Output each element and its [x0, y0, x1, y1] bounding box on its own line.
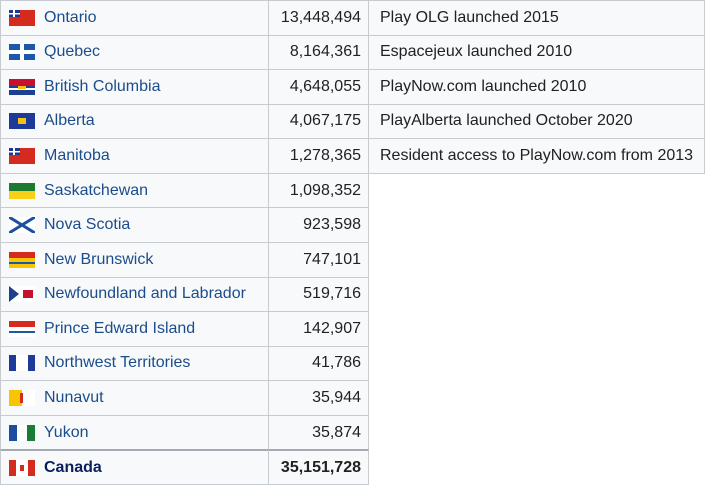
population-cell: 35,874 — [268, 414, 369, 451]
region-name: Quebec — [44, 43, 101, 61]
flag — [9, 78, 35, 95]
flag-part — [9, 217, 35, 234]
region-name: Northwest Territories — [44, 354, 191, 372]
flag-part — [9, 190, 35, 199]
flag-part — [9, 12, 20, 15]
region-cell: New Brunswick — [0, 242, 269, 278]
flag-part — [18, 118, 26, 125]
note-cell: Resident access to PlayNow.com from 2013 — [368, 138, 705, 174]
flag-part — [18, 85, 26, 89]
flag — [9, 113, 35, 130]
region-cell: Northwest Territories — [0, 345, 269, 382]
region-name: Alberta — [44, 112, 95, 130]
country-name: Canada — [44, 458, 102, 476]
region-name: British Columbia — [44, 77, 161, 95]
flag — [9, 9, 35, 26]
region-name: Yukon — [44, 423, 89, 441]
flag — [9, 182, 35, 199]
flag — [9, 424, 35, 441]
region-cell: Nova Scotia — [0, 207, 269, 243]
region-cell: Quebec — [0, 34, 269, 71]
note-cell: Play OLG launched 2015 — [368, 0, 705, 36]
region-name: Saskatchewan — [44, 181, 149, 199]
flag-part — [20, 464, 24, 471]
flag-part — [9, 78, 35, 86]
flag — [9, 217, 35, 234]
region-cell: Nunavut — [0, 380, 269, 416]
population-cell: 13,448,494 — [268, 0, 369, 36]
flag-part — [9, 261, 35, 264]
region-cell: Yukon — [0, 414, 269, 451]
flag-part — [9, 424, 17, 441]
region-cell: Prince Edward Island — [0, 311, 269, 347]
region-name: Nova Scotia — [44, 216, 131, 234]
note-cell: Espacejeux launched 2010 — [368, 34, 705, 71]
population-cell: 1,278,365 — [268, 138, 369, 174]
flag-part — [22, 390, 35, 407]
population-cell: 4,648,055 — [268, 69, 369, 105]
population-cell: 4,067,175 — [268, 103, 369, 140]
flag — [9, 320, 35, 337]
region-name: Prince Edward Island — [44, 319, 196, 337]
flag — [9, 355, 35, 372]
region-cell: Manitoba — [0, 138, 269, 174]
population-cell: 519,716 — [268, 276, 369, 313]
flag-part — [9, 355, 16, 372]
population-cell: 35,944 — [268, 380, 369, 416]
region-cell: Canada — [0, 449, 269, 485]
flag — [9, 251, 35, 268]
flag-part — [9, 330, 35, 333]
flag-part — [9, 286, 19, 303]
flag — [9, 390, 35, 407]
flag-part — [20, 393, 23, 404]
region-cell: Ontario — [0, 0, 269, 36]
flag-part — [9, 182, 35, 191]
region-name: New Brunswick — [44, 250, 154, 268]
region-cell: Newfoundland and Labrador — [0, 276, 269, 313]
flag-part — [17, 424, 27, 441]
flag-part — [27, 424, 35, 441]
flag — [9, 148, 35, 165]
region-name: Newfoundland and Labrador — [44, 285, 246, 303]
flag-part — [9, 151, 20, 153]
population-cell: 1,098,352 — [268, 172, 369, 209]
region-cell: Alberta — [0, 103, 269, 140]
region-name: Ontario — [44, 8, 97, 26]
flag — [9, 286, 35, 303]
population-cell: 747,101 — [268, 242, 369, 278]
population-cell: 35,151,728 — [268, 449, 369, 485]
population-cell: 923,598 — [268, 207, 369, 243]
flag-part — [28, 459, 35, 476]
region-cell: Saskatchewan — [0, 172, 269, 209]
note-cell: PlayNow.com launched 2010 — [368, 69, 705, 105]
flag-part — [9, 459, 16, 476]
region-name: Manitoba — [44, 147, 110, 165]
population-cell: 41,786 — [268, 345, 369, 382]
note-cell: PlayAlberta launched October 2020 — [368, 103, 705, 140]
population-cell: 8,164,361 — [268, 34, 369, 71]
flag-part — [28, 355, 35, 372]
flag-part — [9, 251, 35, 258]
population-cell: 142,907 — [268, 311, 369, 347]
flag — [9, 459, 35, 476]
region-cell: British Columbia — [0, 69, 269, 105]
flag-part — [9, 50, 35, 55]
flag-part — [9, 320, 35, 327]
flag-part — [9, 390, 22, 407]
region-name: Nunavut — [44, 389, 104, 407]
flag — [9, 44, 35, 61]
flag-part — [23, 290, 33, 299]
